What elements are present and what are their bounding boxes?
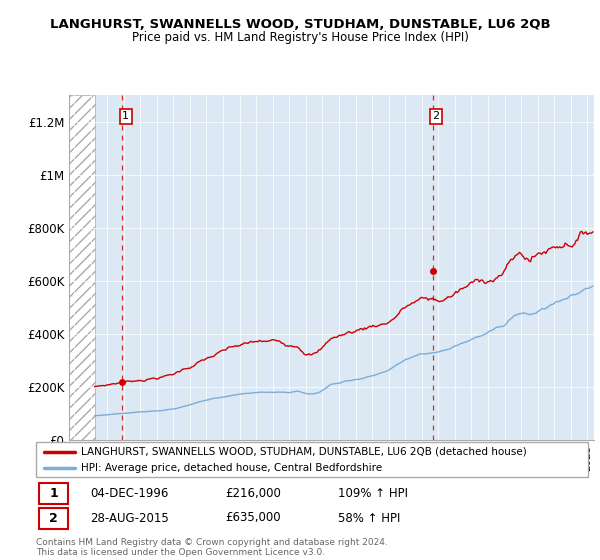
FancyBboxPatch shape (39, 508, 68, 529)
FancyBboxPatch shape (36, 442, 588, 477)
Text: LANGHURST, SWANNELLS WOOD, STUDHAM, DUNSTABLE, LU6 2QB: LANGHURST, SWANNELLS WOOD, STUDHAM, DUNS… (50, 18, 550, 31)
Text: 2: 2 (49, 511, 58, 525)
Text: 109% ↑ HPI: 109% ↑ HPI (338, 487, 409, 500)
Text: 1: 1 (122, 111, 130, 122)
Text: Contains HM Land Registry data © Crown copyright and database right 2024.: Contains HM Land Registry data © Crown c… (36, 538, 388, 547)
Text: 04-DEC-1996: 04-DEC-1996 (90, 487, 169, 500)
Text: 28-AUG-2015: 28-AUG-2015 (90, 511, 169, 525)
Text: 58% ↑ HPI: 58% ↑ HPI (338, 511, 401, 525)
Text: LANGHURST, SWANNELLS WOOD, STUDHAM, DUNSTABLE, LU6 2QB (detached house): LANGHURST, SWANNELLS WOOD, STUDHAM, DUNS… (81, 447, 527, 457)
FancyBboxPatch shape (39, 483, 68, 504)
Bar (69, 95, 95, 440)
Text: Price paid vs. HM Land Registry's House Price Index (HPI): Price paid vs. HM Land Registry's House … (131, 31, 469, 44)
Text: 1: 1 (49, 487, 58, 500)
Text: £635,000: £635,000 (225, 511, 281, 525)
Text: £216,000: £216,000 (225, 487, 281, 500)
Text: 2: 2 (433, 111, 440, 122)
Text: This data is licensed under the Open Government Licence v3.0.: This data is licensed under the Open Gov… (36, 548, 325, 557)
Text: HPI: Average price, detached house, Central Bedfordshire: HPI: Average price, detached house, Cent… (81, 463, 382, 473)
